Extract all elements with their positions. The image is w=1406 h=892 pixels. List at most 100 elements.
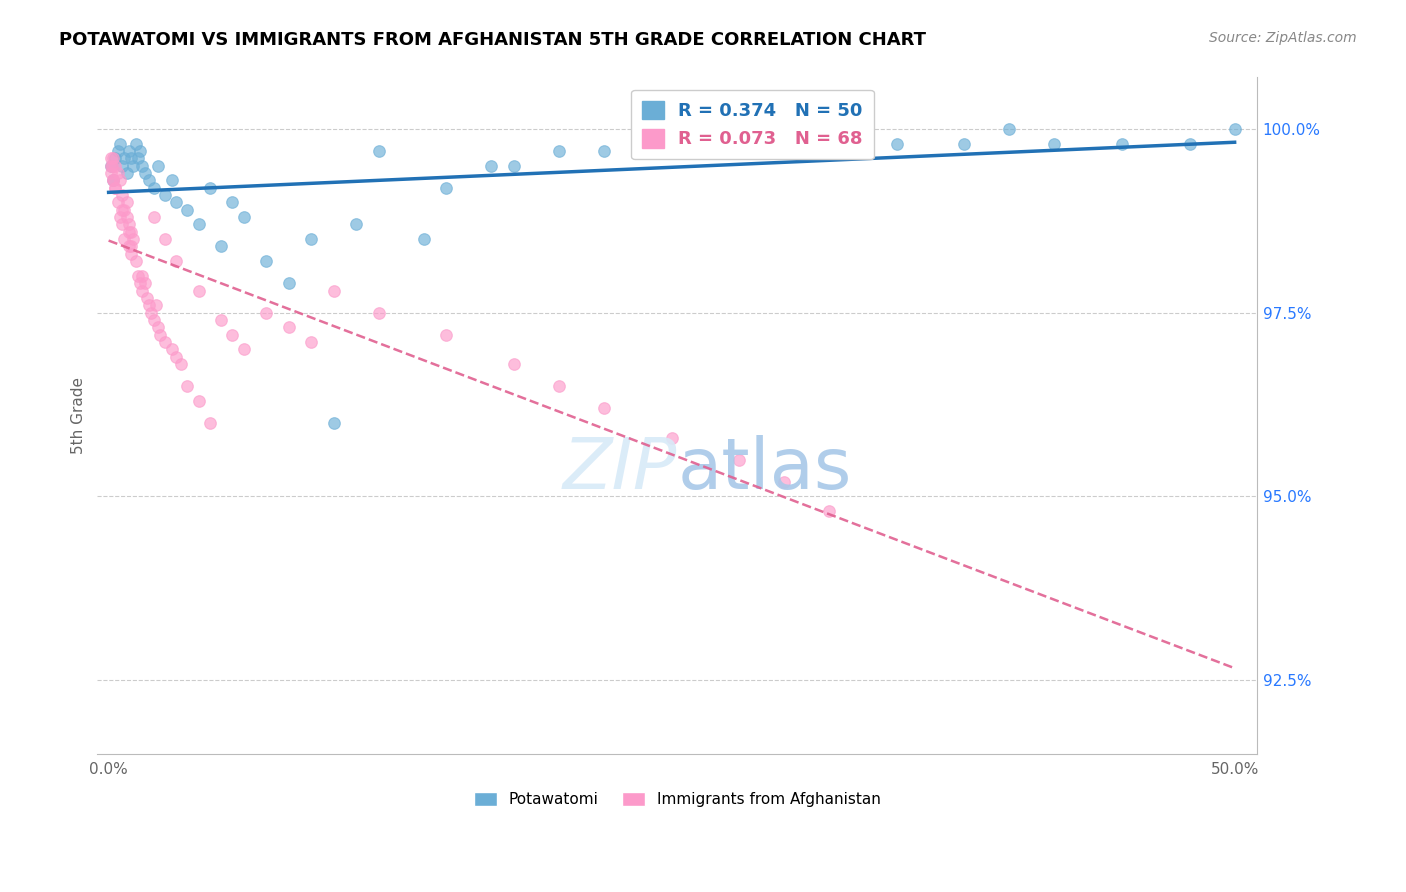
Point — [100, 151, 122, 165]
Point — [112, 202, 135, 217]
Point — [436, 327, 458, 342]
Point — [131, 284, 153, 298]
Point — [149, 327, 172, 342]
Text: ZIP: ZIP — [562, 435, 678, 504]
Point — [209, 313, 232, 327]
Point — [138, 173, 160, 187]
Point — [998, 121, 1021, 136]
Point — [548, 144, 571, 158]
Point — [503, 357, 526, 371]
Point — [115, 166, 138, 180]
Point — [124, 254, 146, 268]
Y-axis label: 5th Grade: 5th Grade — [72, 377, 86, 454]
Point — [138, 298, 160, 312]
Point — [127, 268, 149, 283]
Point — [176, 202, 198, 217]
Point — [187, 284, 209, 298]
Point — [593, 401, 616, 416]
Point — [107, 195, 129, 210]
Point — [120, 151, 142, 165]
Point — [254, 254, 277, 268]
Point — [135, 291, 157, 305]
Point — [127, 151, 149, 165]
Point — [165, 195, 187, 210]
Point — [131, 159, 153, 173]
Point — [141, 305, 163, 319]
Point — [481, 159, 503, 173]
Point — [153, 334, 176, 349]
Point — [818, 504, 841, 518]
Point — [322, 416, 344, 430]
Point — [101, 173, 124, 187]
Point — [1178, 136, 1201, 151]
Point — [111, 188, 134, 202]
Point — [111, 159, 134, 173]
Point — [101, 173, 124, 187]
Point — [112, 232, 135, 246]
Point — [198, 180, 221, 194]
Point — [254, 305, 277, 319]
Point — [100, 159, 122, 173]
Point — [160, 343, 183, 357]
Point — [176, 379, 198, 393]
Point — [153, 188, 176, 202]
Point — [118, 239, 141, 253]
Point — [412, 232, 434, 246]
Point — [108, 136, 131, 151]
Point — [142, 313, 165, 327]
Point — [299, 232, 322, 246]
Point — [145, 298, 167, 312]
Point — [118, 144, 141, 158]
Point — [112, 151, 135, 165]
Point — [221, 327, 243, 342]
Point — [953, 136, 976, 151]
Point — [101, 151, 124, 165]
Point — [436, 180, 458, 194]
Point — [104, 151, 127, 165]
Point — [1223, 121, 1246, 136]
Point — [129, 144, 152, 158]
Point — [187, 218, 209, 232]
Point — [115, 195, 138, 210]
Point — [129, 276, 152, 290]
Point — [107, 166, 129, 180]
Point — [153, 232, 176, 246]
Point — [367, 144, 389, 158]
Point — [773, 144, 796, 158]
Point — [322, 284, 344, 298]
Point — [120, 225, 142, 239]
Text: atlas: atlas — [678, 435, 852, 504]
Point — [160, 173, 183, 187]
Point — [124, 136, 146, 151]
Point — [115, 210, 138, 224]
Point — [209, 239, 232, 253]
Point — [367, 305, 389, 319]
Point — [773, 475, 796, 489]
Point — [104, 180, 127, 194]
Point — [122, 232, 145, 246]
Point — [344, 218, 367, 232]
Point — [165, 254, 187, 268]
Point — [146, 320, 169, 334]
Point — [661, 136, 683, 151]
Text: POTAWATOMI VS IMMIGRANTS FROM AFGHANISTAN 5TH GRADE CORRELATION CHART: POTAWATOMI VS IMMIGRANTS FROM AFGHANISTA… — [59, 31, 927, 49]
Point — [1111, 136, 1133, 151]
Point — [198, 416, 221, 430]
Point — [118, 218, 141, 232]
Point — [120, 247, 142, 261]
Point — [131, 268, 153, 283]
Point — [232, 343, 254, 357]
Point — [111, 202, 134, 217]
Point — [1043, 136, 1066, 151]
Point — [221, 195, 243, 210]
Point — [299, 334, 322, 349]
Point — [108, 210, 131, 224]
Point — [142, 180, 165, 194]
Point — [165, 350, 187, 364]
Point — [886, 136, 908, 151]
Point — [661, 430, 683, 444]
Point — [100, 166, 122, 180]
Point — [170, 357, 193, 371]
Point — [134, 276, 156, 290]
Point — [187, 393, 209, 408]
